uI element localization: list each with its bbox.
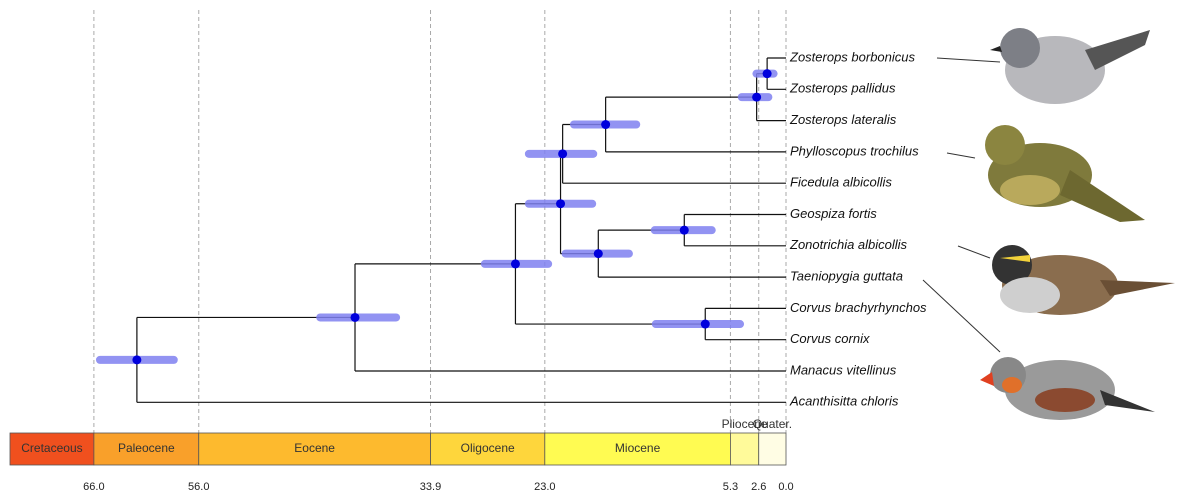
bird bbox=[990, 28, 1150, 104]
pointer bbox=[947, 153, 975, 158]
epoch-label: Paleocene bbox=[118, 441, 175, 455]
x-tick-label: 56.0 bbox=[188, 481, 209, 493]
epoch-label: Oligocene bbox=[461, 441, 515, 455]
pointer bbox=[937, 58, 1000, 62]
epoch bbox=[730, 433, 758, 465]
epoch-label: Cretaceous bbox=[21, 441, 82, 455]
node-age bbox=[680, 226, 689, 235]
confidence-interval bbox=[652, 320, 744, 328]
page: Zosterops borbonicus Zosterops pallidus Zo… bbox=[0, 0, 1179, 493]
node-age bbox=[556, 199, 565, 208]
tip-label: Zosterops lateralis bbox=[789, 112, 897, 127]
tip-label: Ficedula albicollis bbox=[790, 175, 892, 190]
epoch-label: Miocene bbox=[615, 441, 661, 455]
tip-label: Corvus cornix bbox=[790, 331, 870, 346]
x-tick-label: 0.0 bbox=[778, 481, 793, 493]
node-age bbox=[763, 69, 772, 78]
tip-label: Zosterops pallidus bbox=[789, 81, 896, 96]
pointer bbox=[923, 280, 1000, 352]
timescale: 66.0 56.0 33.9 23.0 5.3 2.6 0.0 Cretaceous Paleo… bbox=[10, 417, 794, 493]
bird bbox=[992, 245, 1175, 315]
x-tick-label: 33.9 bbox=[420, 481, 441, 493]
tree: Zosterops borbonicus Zosterops pallidus Zo… bbox=[96, 49, 927, 408]
node-age bbox=[752, 93, 761, 102]
node-age bbox=[351, 313, 360, 322]
bird bbox=[985, 125, 1145, 222]
node-age bbox=[601, 120, 610, 129]
tip-label: Phylloscopus trochilus bbox=[790, 143, 919, 158]
epoch-label: Eocene bbox=[294, 441, 335, 455]
x-tick-label: 5.3 bbox=[723, 481, 738, 493]
epoch bbox=[759, 433, 786, 465]
node-age bbox=[511, 259, 520, 268]
tip-label: Taeniopygia guttata bbox=[790, 269, 903, 284]
node-age bbox=[558, 149, 567, 158]
tip-label: Geospiza fortis bbox=[790, 206, 877, 221]
tip-label: Zonotrichia albicollis bbox=[789, 237, 908, 252]
pointer bbox=[958, 246, 990, 258]
node-age bbox=[594, 249, 603, 258]
x-tick-label: 2.6 bbox=[751, 481, 766, 493]
tip-label: Manacus vitellinus bbox=[790, 362, 897, 377]
tip-label: Zosterops borbonicus bbox=[789, 49, 916, 64]
tip-label: Acanthisitta chloris bbox=[789, 394, 899, 409]
chart: Zosterops borbonicus Zosterops pallidus Zo… bbox=[0, 0, 1179, 493]
x-tick-label: 23.0 bbox=[534, 481, 555, 493]
bird bbox=[980, 357, 1155, 420]
x-tick-label: 66.0 bbox=[83, 481, 104, 493]
node-age bbox=[132, 355, 141, 364]
node-age bbox=[701, 320, 710, 329]
grid bbox=[94, 10, 786, 433]
tip-label: Corvus brachyrhynchos bbox=[790, 300, 927, 315]
epoch-label: Quater. bbox=[753, 417, 792, 431]
bird-illustrations bbox=[923, 28, 1175, 420]
